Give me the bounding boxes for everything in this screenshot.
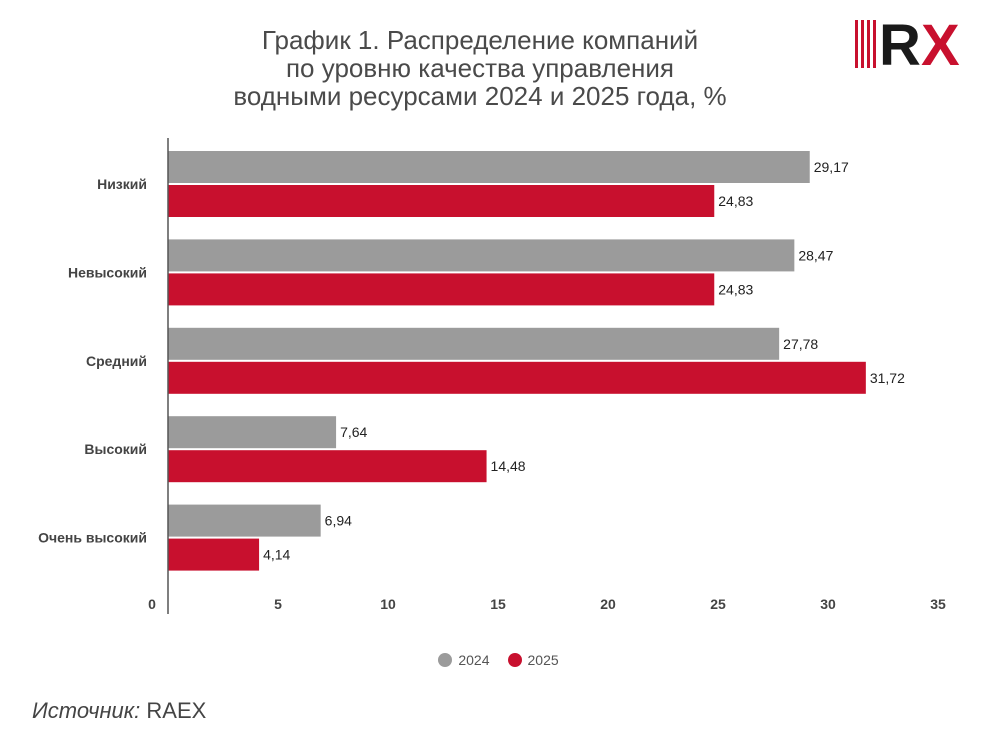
data-label-2024-2: 27,78 xyxy=(783,336,818,352)
data-label-2025-0: 24,83 xyxy=(718,193,753,209)
data-label-2025-2: 31,72 xyxy=(870,370,905,386)
data-label-2024-0: 29,17 xyxy=(814,159,849,175)
category-label-2: Средний xyxy=(86,353,147,369)
bar-2024-1 xyxy=(168,239,795,272)
chart-title-line-1: График 1. Распределение компаний xyxy=(261,25,699,55)
x-tick-label-3: 15 xyxy=(490,596,506,612)
data-label-2024-1: 28,47 xyxy=(798,247,833,263)
source-note: Источник: RAEX xyxy=(32,698,206,724)
legend-swatch-2025 xyxy=(507,653,522,667)
bar-2025-0 xyxy=(168,185,715,217)
raex-logo: R X xyxy=(855,13,977,78)
category-label-0: Низкий xyxy=(97,176,147,192)
bar-2025-4 xyxy=(168,538,260,571)
x-tick-label-6: 30 xyxy=(820,596,836,612)
data-label-2024-4: 6,94 xyxy=(325,513,352,529)
chart-title-line-3: водными ресурсами 2024 и 2025 года, % xyxy=(233,81,727,111)
x-tick-label-1: 5 xyxy=(274,596,282,612)
legend-swatch-2024 xyxy=(438,653,453,667)
x-tick-label-7: 35 xyxy=(930,596,946,612)
source-label: Источник: xyxy=(32,698,141,723)
x-tick-label-5: 25 xyxy=(710,596,726,612)
legend-item-2025: 2025 xyxy=(507,652,559,668)
legend-label-2025: 2025 xyxy=(527,652,559,668)
bar-2024-0 xyxy=(168,151,810,183)
category-label-3: Высокий xyxy=(84,441,147,457)
bar-chart: 29,17 24,83 Низкий 28,47 24,83 Невысокий 27,78… xyxy=(38,138,946,614)
legend-label-2024: 2024 xyxy=(458,652,490,668)
x-tick-label-2: 10 xyxy=(380,596,396,612)
legend-item-2024: 2024 xyxy=(438,652,490,668)
bar-2025-1 xyxy=(168,273,715,306)
svg-text:R: R xyxy=(879,18,921,70)
data-label-2025-1: 24,83 xyxy=(718,281,753,297)
data-label-2024-3: 7,64 xyxy=(340,424,367,440)
category-label-1: Невысокий xyxy=(68,264,147,280)
bar-2024-3 xyxy=(168,416,337,449)
raex-logo-graphic: R X xyxy=(855,13,960,78)
data-label-2025-3: 14,48 xyxy=(491,458,526,474)
data-label-2025-4: 4,14 xyxy=(263,547,290,563)
chart-title: График 1. Распределение компаний по уров… xyxy=(150,26,810,110)
legend: 2024 2025 xyxy=(0,652,997,668)
svg-text:X: X xyxy=(921,18,960,70)
bar-2025-3 xyxy=(168,450,487,483)
category-label-4: Очень высокий xyxy=(38,530,147,546)
bar-2025-2 xyxy=(168,361,866,394)
chart-title-line-2: по уровню качества управления xyxy=(285,53,675,83)
bar-2024-4 xyxy=(168,504,321,537)
bar-2024-2 xyxy=(168,327,780,360)
x-tick-label-4: 20 xyxy=(600,596,616,612)
x-tick-label-0: 0 xyxy=(148,596,156,612)
source-value: RAEX xyxy=(146,698,207,723)
